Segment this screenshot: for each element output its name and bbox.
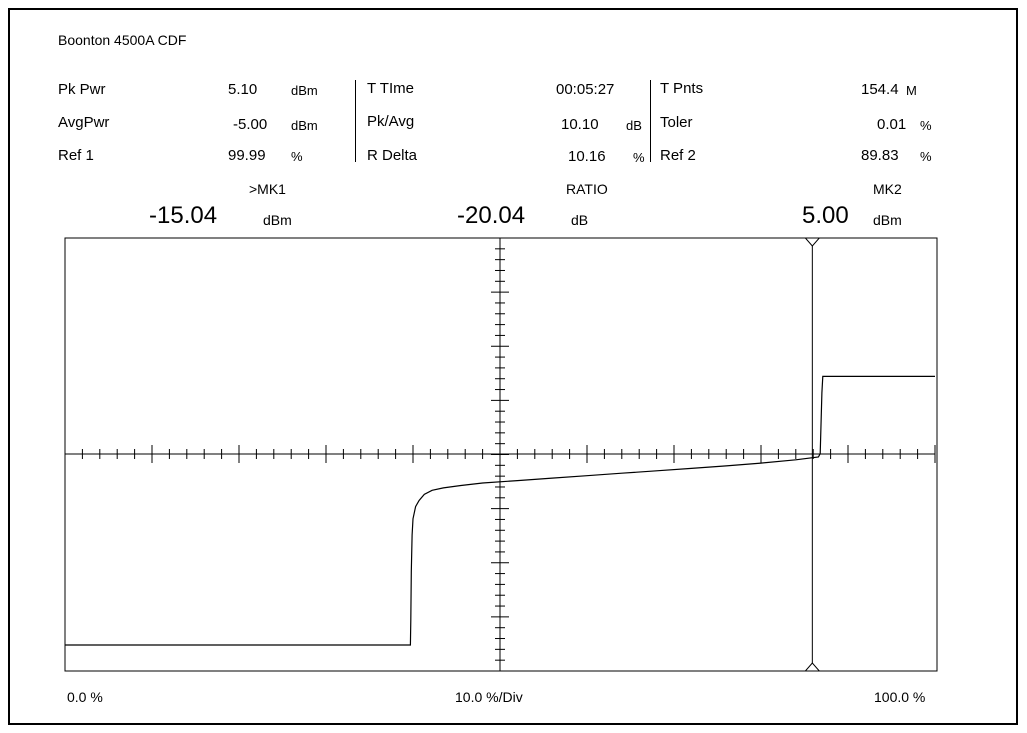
pk-pwr-label: Pk Pwr (58, 81, 106, 98)
tpnts-unit: M (906, 83, 917, 98)
pk-avg-unit: dB (626, 118, 642, 133)
ref2-label: Ref 2 (660, 147, 696, 164)
ttime-label: T TIme (367, 80, 414, 97)
r-delta-label: R Delta (367, 147, 418, 164)
toler-unit: % (920, 118, 932, 133)
marker1-value: -15.04 (149, 202, 218, 229)
pk-avg-label: Pk/Avg (367, 113, 415, 130)
avg-pwr-label: AvgPwr (58, 114, 110, 131)
ttime-value: 00:05:27 (556, 81, 615, 98)
ref1-unit: % (291, 149, 303, 164)
cdf-trace (65, 375, 935, 646)
pk-pwr-value: 5.10 (228, 81, 258, 98)
tpnts-value: 154.4 (861, 81, 899, 98)
x-axis-scale-label: 10.0 %/Div (455, 689, 523, 705)
x-axis-end-label: 100.0 % (874, 689, 926, 705)
marker2-name: MK2 (873, 181, 902, 197)
screen-title: Boonton 4500A CDF (58, 32, 187, 48)
ratio-unit: dB (571, 212, 589, 228)
ref1-label: Ref 1 (58, 147, 94, 164)
r-delta-unit: % (633, 150, 645, 165)
avg-pwr-unit: dBm (291, 118, 318, 133)
tpnts-label: T Pnts (660, 80, 704, 97)
marker2-top-triangle (804, 237, 821, 247)
instrument-screen (8, 8, 1018, 725)
marker1-unit: dBm (263, 212, 292, 228)
marker2-unit: dBm (873, 212, 902, 228)
marker2-bottom-triangle (804, 662, 821, 672)
column-divider (650, 80, 651, 162)
avg-pwr-value: -5.00 (233, 116, 268, 133)
column-divider (355, 80, 356, 162)
ratio-value: -20.04 (457, 202, 526, 229)
pk-pwr-unit: dBm (291, 83, 318, 98)
ref2-value: 89.83 (861, 147, 899, 164)
marker2-layer (804, 237, 821, 672)
marker2-value: 5.00 (802, 202, 849, 229)
pk-avg-value: 10.10 (561, 116, 599, 133)
toler-value: 0.01 (877, 116, 907, 133)
toler-label: Toler (660, 114, 693, 131)
ratio-name: RATIO (566, 181, 608, 197)
ref2-unit: % (920, 149, 932, 164)
x-axis-start-label: 0.0 % (67, 689, 103, 705)
marker1-name: >MK1 (249, 181, 286, 197)
r-delta-value: 10.16 (568, 148, 606, 165)
trace-layer (65, 375, 935, 646)
plot-axes (64, 238, 936, 671)
ref1-value: 99.99 (228, 147, 266, 164)
